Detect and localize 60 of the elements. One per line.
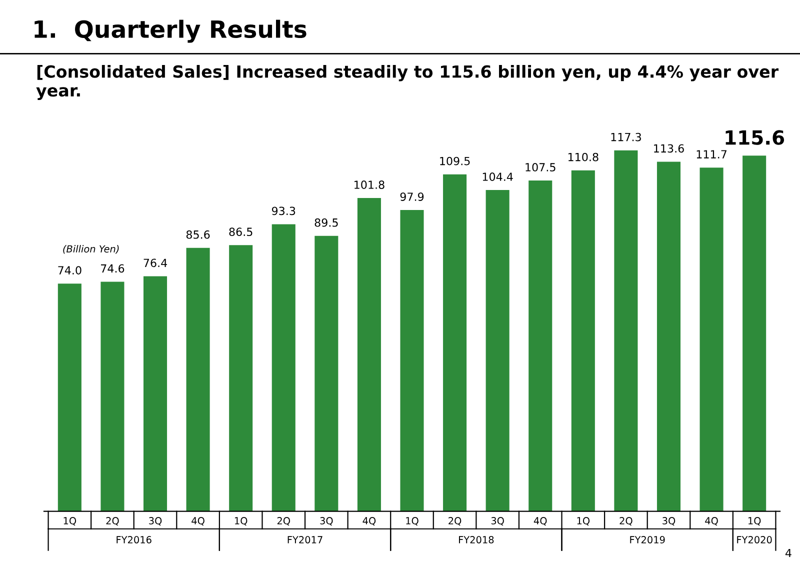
chart-title: 1. Quarterly Results — [34, 20, 306, 43]
bar — [742, 156, 766, 512]
data-label: 74.6 — [101, 264, 124, 273]
bar — [58, 284, 82, 512]
y-axis-title: (Billion Yen) — [63, 245, 119, 254]
x-tick-label: 4Q — [705, 517, 718, 526]
text: FY2018 — [459, 536, 494, 544]
x-tick-label: 4Q — [534, 517, 547, 526]
x-tick-label: 3Q — [320, 517, 333, 526]
data-label: 93.3 — [272, 206, 296, 216]
data-label: 97.9 — [400, 192, 424, 201]
text: FY2016 — [116, 536, 152, 544]
data-label: 107.5 — [526, 163, 556, 172]
x-tick-label: 4Q — [192, 517, 204, 526]
x-tick-label: 3Q — [491, 517, 504, 526]
data-label: 109.5 — [440, 156, 470, 166]
bar — [443, 174, 467, 512]
x-tick-label: 4Q — [362, 517, 376, 526]
bar — [100, 282, 124, 512]
data-label: 86.5 — [229, 228, 252, 236]
chart-subtitle: [Consolidated Sales] Increased steadily to 115.6 billion yen, up 4.4% year over year. — [36, 64, 779, 100]
x-tick-label: 3Q — [662, 517, 676, 526]
bar — [614, 150, 638, 512]
data-label: 76.4 — [144, 258, 168, 268]
bar — [656, 162, 681, 512]
bar — [186, 248, 210, 512]
bar — [314, 236, 338, 512]
x-tick-label: 1Q — [64, 517, 76, 526]
text: 4 — [785, 548, 792, 558]
bar — [571, 170, 595, 512]
x-tick-label: 2Q — [448, 517, 462, 526]
data-label: 111.7 — [696, 150, 726, 158]
data-label: 113.6 — [654, 144, 684, 153]
bar — [528, 180, 552, 512]
x-tick-label: 1Q — [406, 517, 418, 526]
x-tick-label: 1Q — [234, 517, 248, 526]
x-tick-label: 1Q — [748, 517, 761, 526]
text: FY2017 — [288, 536, 322, 544]
data-label: 89.5 — [314, 218, 338, 227]
x-tick-label: 2Q — [620, 517, 632, 526]
data-label: 115.6 — [726, 130, 784, 145]
bar — [229, 245, 253, 512]
bar — [486, 190, 510, 512]
x-tick-label: 2Q — [106, 517, 119, 526]
bar — [143, 276, 168, 512]
data-label: 104.4 — [482, 172, 513, 181]
data-label: 85.6 — [186, 230, 210, 239]
data-label: 74.0 — [58, 266, 82, 275]
bar — [357, 198, 381, 512]
bar — [272, 224, 296, 512]
data-label: 117.3 — [611, 132, 641, 142]
x-tick-label: 3Q — [149, 517, 162, 526]
x-tick-label: 2Q — [277, 517, 290, 526]
x-tick-label: 1Q — [577, 517, 590, 526]
text: FY2019 — [630, 536, 665, 544]
bar — [700, 168, 724, 512]
text: FY2020 — [737, 536, 772, 544]
data-label: 110.8 — [568, 152, 598, 162]
data-label: 101.8 — [354, 180, 384, 189]
bar — [400, 210, 424, 512]
